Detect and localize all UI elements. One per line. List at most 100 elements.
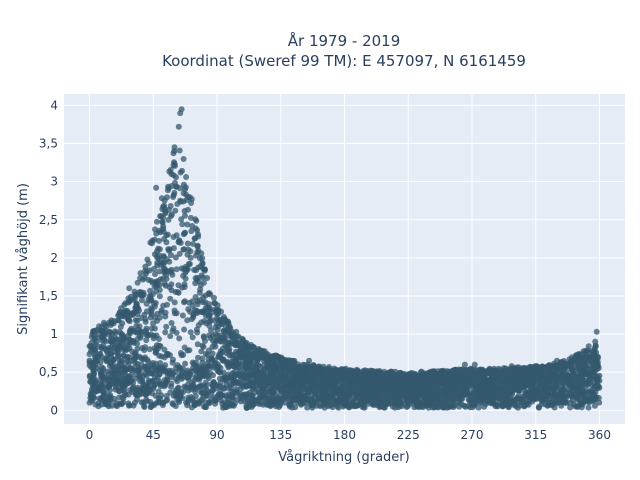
data-point xyxy=(211,340,218,347)
data-point xyxy=(586,358,592,365)
data-point xyxy=(291,363,298,370)
data-point xyxy=(165,246,172,253)
data-point xyxy=(596,372,603,379)
data-point xyxy=(168,252,174,259)
data-point xyxy=(307,381,314,388)
data-point xyxy=(97,334,104,341)
data-point xyxy=(436,390,443,397)
data-point xyxy=(164,194,170,201)
data-point xyxy=(321,387,328,394)
data-point xyxy=(122,389,128,396)
data-point xyxy=(209,317,216,324)
data-point xyxy=(214,365,221,372)
data-point xyxy=(286,360,293,367)
data-point xyxy=(410,394,417,401)
data-point xyxy=(321,376,328,383)
data-point xyxy=(139,378,146,384)
data-point xyxy=(269,386,276,393)
data-point xyxy=(585,404,592,411)
data-point xyxy=(279,379,286,386)
data-point xyxy=(199,299,206,306)
data-point xyxy=(193,326,200,333)
data-point xyxy=(249,394,255,401)
data-point xyxy=(511,386,518,393)
data-point xyxy=(197,398,204,405)
data-point xyxy=(521,383,528,390)
data-point xyxy=(237,343,244,350)
outlier-point xyxy=(147,239,154,246)
data-point xyxy=(170,325,177,332)
data-point xyxy=(170,356,176,363)
data-point xyxy=(300,377,306,384)
data-point xyxy=(361,404,368,411)
data-point xyxy=(356,383,363,390)
data-point xyxy=(189,298,196,305)
data-point xyxy=(561,381,568,388)
data-point xyxy=(162,379,169,386)
data-point xyxy=(244,391,251,398)
data-point xyxy=(157,365,164,372)
outlier-point xyxy=(175,123,182,130)
data-point xyxy=(106,319,112,326)
data-point xyxy=(189,334,196,341)
data-point xyxy=(329,393,335,400)
data-point xyxy=(311,394,318,401)
data-point xyxy=(160,302,167,309)
data-point xyxy=(361,385,368,392)
data-point xyxy=(497,395,504,402)
data-point xyxy=(159,219,166,226)
data-point xyxy=(217,384,224,390)
data-point xyxy=(289,404,296,411)
data-point xyxy=(129,385,136,392)
data-point xyxy=(443,382,450,389)
data-point xyxy=(170,194,177,200)
data-point xyxy=(482,369,489,376)
data-point xyxy=(264,355,271,362)
data-point xyxy=(130,402,137,409)
data-point xyxy=(462,386,469,393)
data-point xyxy=(181,281,188,288)
data-point xyxy=(475,404,482,411)
data-point xyxy=(223,394,230,400)
data-point xyxy=(406,398,413,405)
data-point xyxy=(388,385,395,392)
data-point xyxy=(559,363,566,370)
data-point xyxy=(222,342,229,349)
data-point xyxy=(168,281,175,288)
data-point xyxy=(233,357,240,364)
outlier-point xyxy=(126,285,133,292)
data-point xyxy=(197,286,204,293)
data-point xyxy=(142,318,149,325)
data-point xyxy=(488,382,494,389)
data-point xyxy=(324,380,331,387)
data-point xyxy=(172,207,179,214)
data-point xyxy=(151,402,158,408)
y-tick-label: 3 xyxy=(50,175,58,189)
data-point xyxy=(249,368,255,375)
data-point xyxy=(263,371,270,378)
data-point xyxy=(208,327,214,334)
data-point xyxy=(163,275,170,282)
data-point xyxy=(539,363,546,370)
data-point xyxy=(102,401,109,408)
data-point xyxy=(212,400,219,407)
data-point xyxy=(418,368,425,375)
data-point xyxy=(386,369,392,376)
data-point xyxy=(544,370,551,377)
data-point xyxy=(357,389,364,396)
data-point xyxy=(585,343,592,350)
data-point xyxy=(353,402,359,409)
data-point xyxy=(329,404,336,411)
data-point xyxy=(157,276,164,283)
data-point xyxy=(173,364,179,371)
data-point xyxy=(271,374,278,381)
data-point xyxy=(415,380,422,387)
data-point xyxy=(331,368,338,375)
data-point xyxy=(97,371,104,378)
data-point xyxy=(242,344,249,351)
data-point xyxy=(96,323,103,330)
data-point xyxy=(305,396,312,403)
data-point xyxy=(92,348,98,354)
x-tick-label: 90 xyxy=(209,428,224,442)
data-point xyxy=(147,287,154,294)
